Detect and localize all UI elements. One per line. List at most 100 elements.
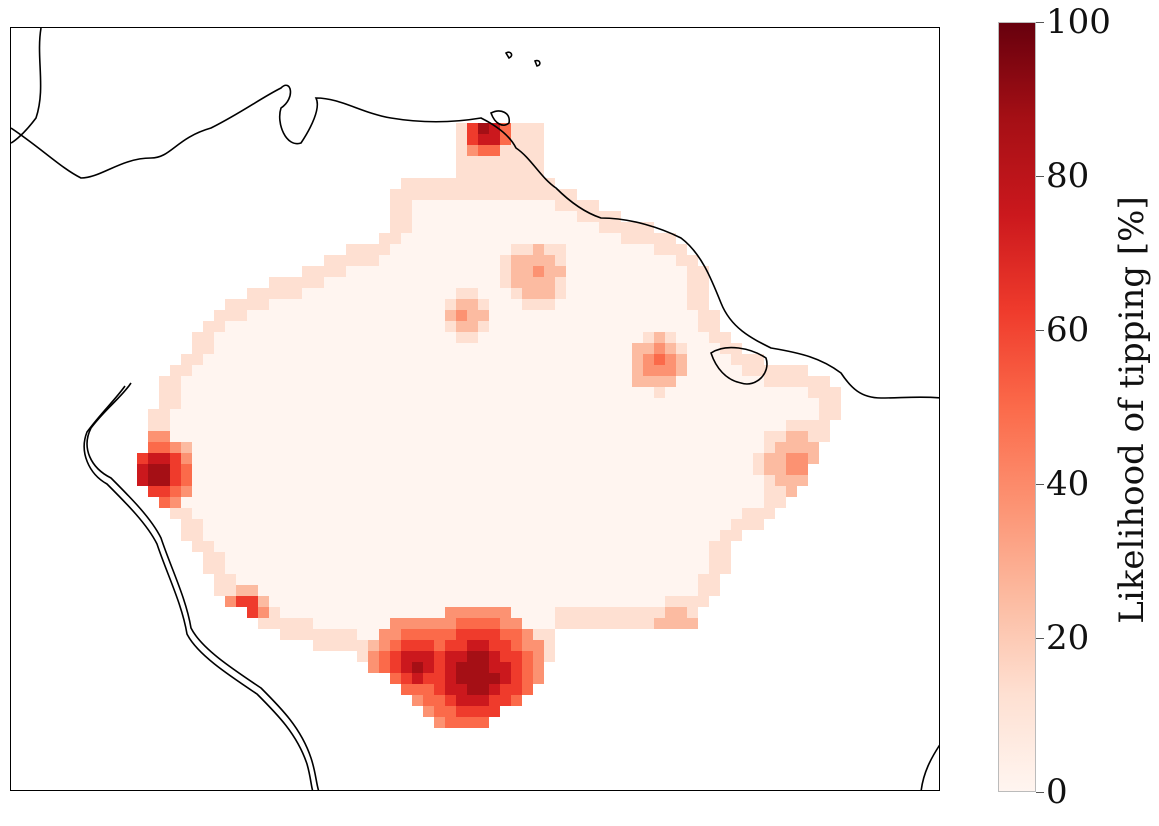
grid-cell xyxy=(445,387,456,398)
grid-cell xyxy=(665,288,676,299)
grid-cell xyxy=(555,508,566,519)
grid-cell xyxy=(577,442,588,453)
grid-cell xyxy=(632,376,643,387)
grid-cell xyxy=(489,442,500,453)
grid-cell xyxy=(225,365,236,376)
grid-cell xyxy=(346,244,357,255)
grid-cell xyxy=(478,398,489,409)
grid-cell xyxy=(346,552,357,563)
grid-cell xyxy=(357,574,368,585)
grid-cell xyxy=(588,541,599,552)
grid-cell xyxy=(401,288,412,299)
grid-cell xyxy=(445,497,456,508)
grid-cell xyxy=(698,277,709,288)
grid-cell xyxy=(456,266,467,277)
grid-cell xyxy=(522,673,533,684)
grid-cell xyxy=(269,574,280,585)
grid-cell xyxy=(434,629,445,640)
grid-cell xyxy=(291,387,302,398)
grid-cell xyxy=(676,563,687,574)
grid-cell xyxy=(522,585,533,596)
grid-cell xyxy=(676,453,687,464)
grid-cell xyxy=(280,508,291,519)
grid-cell xyxy=(489,519,500,530)
grid-cell xyxy=(302,343,313,354)
grid-cell xyxy=(676,475,687,486)
grid-cell xyxy=(324,607,335,618)
grid-cell xyxy=(555,277,566,288)
grid-cell xyxy=(368,343,379,354)
grid-cell xyxy=(522,420,533,431)
grid-cell xyxy=(181,387,192,398)
grid-cell xyxy=(720,519,731,530)
grid-cell xyxy=(192,453,203,464)
grid-cell xyxy=(709,530,720,541)
grid-cell xyxy=(269,618,280,629)
grid-cell xyxy=(709,508,720,519)
grid-cell xyxy=(577,585,588,596)
grid-cell xyxy=(412,321,423,332)
grid-cell xyxy=(401,651,412,662)
grid-cell xyxy=(313,409,324,420)
grid-cell xyxy=(302,497,313,508)
grid-cell xyxy=(203,332,214,343)
grid-cell xyxy=(588,387,599,398)
grid-cell xyxy=(423,673,434,684)
grid-cell xyxy=(269,508,280,519)
grid-cell xyxy=(192,409,203,420)
grid-cell xyxy=(522,475,533,486)
grid-cell xyxy=(511,145,522,156)
grid-cell xyxy=(401,189,412,200)
grid-cell xyxy=(731,442,742,453)
grid-cell xyxy=(599,277,610,288)
grid-cell xyxy=(192,354,203,365)
grid-cell xyxy=(456,310,467,321)
grid-cell xyxy=(159,409,170,420)
grid-cell xyxy=(577,376,588,387)
grid-cell xyxy=(489,134,500,145)
grid-cell xyxy=(566,244,577,255)
grid-cell xyxy=(280,618,291,629)
grid-cell xyxy=(742,420,753,431)
grid-cell xyxy=(632,574,643,585)
grid-cell xyxy=(236,343,247,354)
grid-cell xyxy=(566,563,577,574)
grid-cell xyxy=(247,387,258,398)
grid-cell xyxy=(346,453,357,464)
grid-cell xyxy=(236,453,247,464)
grid-cell xyxy=(522,266,533,277)
grid-cell xyxy=(324,486,335,497)
grid-cell xyxy=(434,332,445,343)
grid-cell xyxy=(181,475,192,486)
grid-cell xyxy=(544,409,555,420)
grid-cell xyxy=(665,365,676,376)
grid-cell xyxy=(280,585,291,596)
grid-cell xyxy=(599,266,610,277)
grid-cell xyxy=(324,365,335,376)
grid-cell xyxy=(577,266,588,277)
grid-cell xyxy=(390,200,401,211)
grid-cell xyxy=(500,244,511,255)
grid-cell xyxy=(544,332,555,343)
grid-cell xyxy=(456,618,467,629)
grid-cell xyxy=(698,497,709,508)
grid-cell xyxy=(478,442,489,453)
grid-cell xyxy=(478,134,489,145)
grid-cell xyxy=(401,629,412,640)
tipping-likelihood-map xyxy=(11,28,939,790)
grid-cell xyxy=(610,211,621,222)
grid-cell xyxy=(324,453,335,464)
grid-cell xyxy=(665,541,676,552)
grid-cell xyxy=(335,486,346,497)
grid-cell xyxy=(698,387,709,398)
grid-cell xyxy=(445,189,456,200)
grid-cell xyxy=(181,409,192,420)
grid-cell xyxy=(159,431,170,442)
grid-cell xyxy=(720,398,731,409)
grid-cell xyxy=(390,277,401,288)
grid-cell xyxy=(478,387,489,398)
grid-cell xyxy=(786,464,797,475)
grid-cell xyxy=(181,530,192,541)
grid-cell xyxy=(786,453,797,464)
grid-cell xyxy=(588,420,599,431)
